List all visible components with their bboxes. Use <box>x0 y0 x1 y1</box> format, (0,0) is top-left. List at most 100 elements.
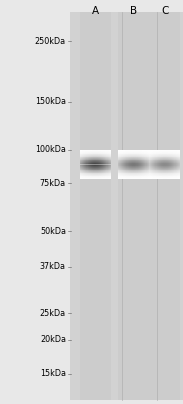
Bar <box>179 152 180 153</box>
Bar <box>99 164 100 165</box>
Bar <box>170 164 171 165</box>
Bar <box>81 164 82 165</box>
Bar <box>85 159 86 160</box>
Bar <box>171 171 172 172</box>
Bar <box>158 172 159 173</box>
Bar <box>87 155 88 156</box>
Bar <box>147 177 148 178</box>
Bar <box>91 166 92 167</box>
Bar <box>136 152 137 153</box>
Bar <box>84 164 85 165</box>
Bar <box>94 175 95 176</box>
Bar <box>143 168 144 169</box>
Bar <box>96 168 97 169</box>
Bar <box>166 167 167 168</box>
Bar <box>100 162 101 163</box>
Bar <box>96 170 97 171</box>
Bar <box>156 178 157 179</box>
Bar <box>91 156 92 157</box>
Bar <box>109 157 110 158</box>
Bar <box>165 154 166 155</box>
Bar <box>86 178 87 179</box>
Bar <box>130 151 131 152</box>
Bar <box>109 160 110 161</box>
Bar <box>121 174 122 175</box>
Bar <box>96 158 97 159</box>
Bar <box>160 169 161 170</box>
Bar <box>154 171 155 172</box>
Bar <box>163 177 164 178</box>
Bar <box>109 161 110 162</box>
Bar <box>173 163 174 164</box>
Bar <box>156 166 157 167</box>
Bar <box>82 163 83 164</box>
Bar <box>90 171 91 172</box>
Bar <box>171 151 172 152</box>
Bar <box>102 177 103 178</box>
Bar <box>125 175 126 176</box>
Bar <box>86 159 87 160</box>
Bar <box>126 176 127 177</box>
Bar <box>139 173 140 174</box>
Bar <box>134 161 135 162</box>
Bar <box>144 167 145 168</box>
Bar <box>94 170 95 171</box>
Bar <box>131 172 132 173</box>
Bar <box>121 168 122 169</box>
Bar <box>120 178 121 179</box>
Bar <box>143 176 144 177</box>
Bar <box>92 163 93 164</box>
Bar <box>172 150 173 151</box>
Bar <box>102 162 103 163</box>
Bar <box>88 152 89 153</box>
Text: 15kDa: 15kDa <box>40 369 66 378</box>
Bar <box>137 163 138 164</box>
Bar <box>88 163 89 164</box>
Bar <box>153 166 154 167</box>
Bar <box>127 161 128 162</box>
Bar <box>120 152 121 153</box>
Bar <box>118 150 119 151</box>
Bar <box>89 170 90 171</box>
Bar <box>132 167 133 168</box>
Bar <box>165 164 166 165</box>
Bar <box>125 158 126 159</box>
Bar <box>122 176 123 177</box>
Bar <box>164 152 165 153</box>
Bar <box>166 169 167 170</box>
Bar <box>149 167 150 168</box>
Bar <box>107 155 108 156</box>
Bar <box>118 157 119 158</box>
Bar <box>141 171 142 172</box>
Bar <box>123 154 124 155</box>
Bar <box>135 165 136 166</box>
Bar <box>98 172 99 173</box>
Bar <box>80 164 81 165</box>
Bar <box>120 151 121 152</box>
Bar <box>167 164 168 165</box>
Bar <box>157 151 158 152</box>
Bar <box>129 151 130 152</box>
Bar <box>121 150 122 151</box>
Bar <box>174 150 175 151</box>
Bar <box>174 161 175 162</box>
Bar <box>141 159 142 160</box>
Bar <box>163 174 164 175</box>
Bar <box>168 157 169 158</box>
Bar <box>129 176 130 177</box>
Bar <box>106 160 107 161</box>
Bar <box>169 162 170 163</box>
Bar <box>130 163 131 164</box>
Bar <box>166 163 167 164</box>
Bar <box>152 177 153 178</box>
Bar <box>109 178 110 179</box>
Bar <box>170 172 171 173</box>
Bar <box>86 175 87 176</box>
Bar <box>109 155 110 156</box>
Bar <box>144 152 145 153</box>
Bar <box>144 159 145 160</box>
Bar <box>110 167 111 168</box>
Bar <box>138 168 139 169</box>
Bar <box>173 174 174 175</box>
Bar <box>110 152 111 153</box>
